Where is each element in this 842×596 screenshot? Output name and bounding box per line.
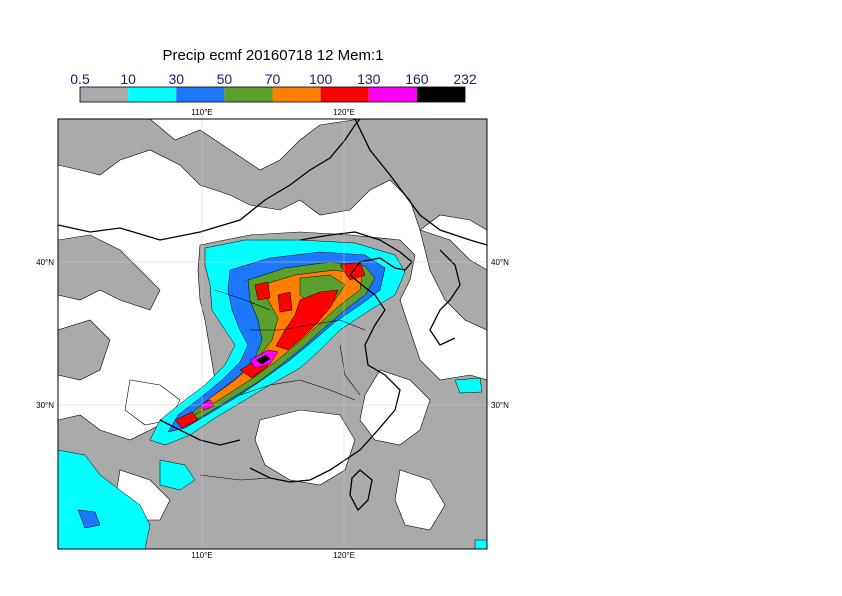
legend-box-4 bbox=[272, 87, 321, 102]
tick-left-30: 30°N bbox=[36, 401, 54, 410]
tick-right-40: 40°N bbox=[491, 258, 509, 267]
legend-color-boxes bbox=[79, 86, 466, 103]
legend-label-6: 130 bbox=[357, 71, 381, 87]
map-title: Precip ecmf 20160718 12 Mem:1 bbox=[162, 47, 384, 64]
tick-top-120: 120°E bbox=[333, 108, 355, 117]
legend-label-0: 0.5 bbox=[70, 71, 90, 87]
legend-box-3 bbox=[224, 87, 273, 102]
precip-field-max bbox=[199, 349, 279, 411]
legend-box-1 bbox=[128, 87, 177, 102]
tick-bottom-120: 120°E bbox=[333, 551, 355, 560]
map-frame bbox=[57, 118, 488, 550]
precip-legend: 0.5 10 30 50 70 100 130 160 232 bbox=[70, 71, 477, 103]
gridlines bbox=[58, 119, 487, 549]
legend-label-1: 10 bbox=[120, 71, 136, 87]
legend-label-2: 30 bbox=[168, 71, 184, 87]
coastlines-borders bbox=[58, 119, 487, 512]
legend-label-4: 70 bbox=[265, 71, 281, 87]
province-lines bbox=[199, 289, 366, 481]
tick-right-30: 30°N bbox=[491, 401, 509, 410]
legend-labels: 0.5 10 30 50 70 100 130 160 232 bbox=[70, 71, 477, 87]
legend-box-2 bbox=[176, 87, 225, 102]
tick-left-40: 40°N bbox=[36, 258, 54, 267]
legend-label-3: 50 bbox=[217, 71, 233, 87]
tick-top-110: 110°E bbox=[191, 108, 212, 117]
legend-label-5: 100 bbox=[309, 71, 333, 87]
legend-box-5 bbox=[320, 87, 369, 102]
tick-bottom-110: 110°E bbox=[191, 551, 212, 560]
legend-box-0 bbox=[80, 87, 129, 102]
legend-label-8: 232 bbox=[453, 71, 477, 87]
legend-box-6 bbox=[368, 87, 417, 102]
legend-box-7 bbox=[416, 87, 465, 102]
legend-label-7: 160 bbox=[405, 71, 429, 87]
precip-field-red bbox=[174, 261, 366, 429]
legend-outline bbox=[79, 86, 466, 103]
